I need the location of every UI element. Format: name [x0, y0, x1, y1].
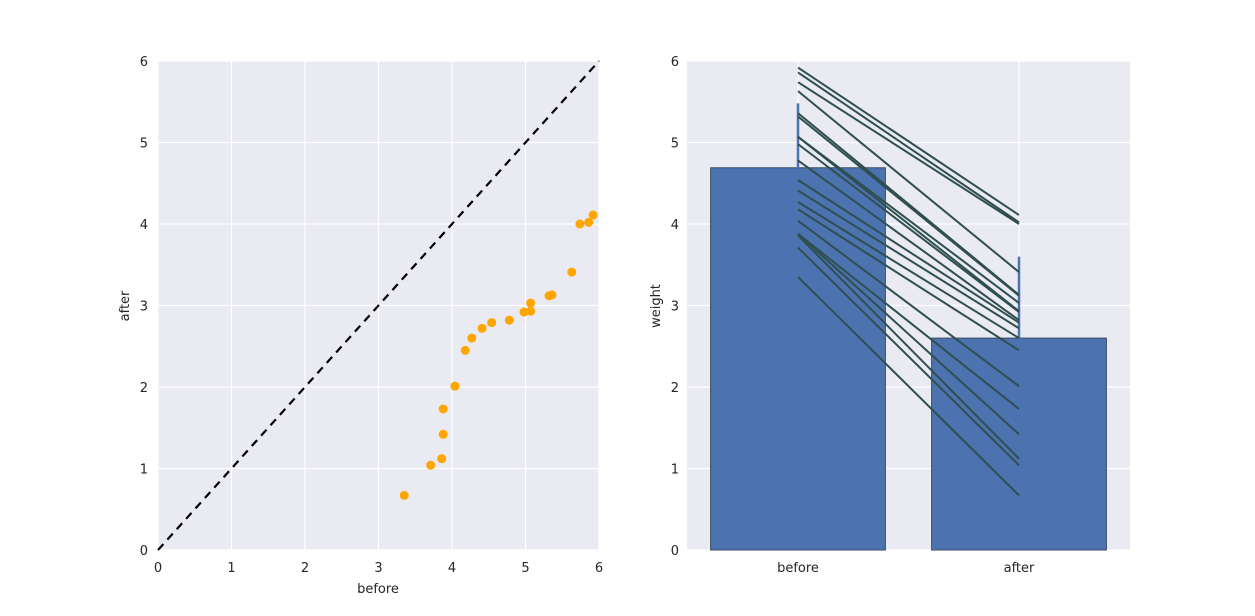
x-tick-label: 3	[374, 561, 382, 576]
x-tick-label: 5	[521, 561, 529, 576]
y-tick-label: 2	[671, 381, 679, 396]
scatter-x-label: before	[357, 582, 399, 597]
bar-before	[710, 167, 886, 551]
scatter-point	[575, 219, 585, 229]
scatter-point	[467, 333, 477, 343]
x-tick-label: 4	[448, 561, 456, 576]
y-tick-label: 1	[671, 463, 679, 478]
paired-line	[797, 189, 1020, 330]
paired-line	[797, 219, 1020, 387]
y-tick-label: 4	[671, 218, 679, 233]
paired-line	[797, 234, 1020, 460]
y-tick-label: 1	[140, 463, 148, 478]
scatter-point	[526, 298, 536, 308]
x-tick-label: before	[777, 561, 819, 576]
scatter-point	[588, 210, 598, 220]
scatter-point	[547, 290, 557, 300]
paired-line	[797, 179, 1020, 324]
paired-line	[797, 112, 1020, 296]
scatter-point	[584, 217, 594, 227]
paired-line	[797, 276, 1020, 497]
scatter-point	[487, 318, 497, 328]
x-tick-label: after	[1004, 561, 1035, 576]
x-tick-label: 1	[227, 561, 235, 576]
y-tick-label: 0	[671, 544, 679, 559]
paired-line	[797, 246, 1020, 466]
paired-line	[797, 201, 1020, 339]
y-tick-label: 2	[140, 381, 148, 396]
scatter-point	[438, 404, 448, 414]
scatter-point	[504, 315, 514, 325]
paired-line	[797, 143, 1020, 313]
y-tick-label: 3	[671, 300, 679, 315]
y-tick-label: 5	[671, 137, 679, 152]
paired-line	[797, 136, 1020, 312]
scatter-axes: 0 1 2 3 4 5 6 0 1 2 3 4 5 6	[140, 55, 603, 576]
scatter-point	[450, 381, 460, 391]
paired-line	[797, 233, 1020, 436]
scatter-point	[526, 306, 536, 316]
x-tick-label: 0	[154, 561, 162, 576]
scatter-point	[426, 460, 436, 470]
paired-line	[797, 232, 1020, 410]
y-tick-label: 6	[140, 55, 148, 70]
scatter-point	[567, 267, 577, 277]
y-tick-label: 6	[671, 55, 679, 70]
x-tick-label: 6	[595, 561, 603, 576]
scatter-point	[437, 454, 447, 464]
bar-y-label: weight	[649, 284, 664, 328]
scatter-point	[399, 490, 409, 500]
bar-axes: before after 0 1 2 3 4 5 6	[671, 55, 1130, 576]
paired-line	[797, 208, 1020, 352]
x-tick-label: 2	[301, 561, 309, 576]
identity-reference-line	[157, 60, 600, 551]
paired-line	[797, 135, 1020, 304]
scatter-point	[460, 345, 470, 355]
scatter-point	[438, 429, 448, 439]
paired-line	[797, 66, 1020, 216]
paired-line	[797, 71, 1020, 224]
paired-line	[797, 81, 1020, 225]
y-tick-label: 0	[140, 544, 148, 559]
paired-line	[797, 90, 1020, 273]
paired-line	[797, 159, 1020, 321]
y-tick-label: 4	[140, 218, 148, 233]
scatter-point	[519, 307, 529, 317]
scatter-point	[477, 323, 487, 333]
scatter-y-label: after	[118, 290, 133, 321]
y-tick-label: 3	[140, 300, 148, 315]
y-tick-label: 5	[140, 137, 148, 152]
